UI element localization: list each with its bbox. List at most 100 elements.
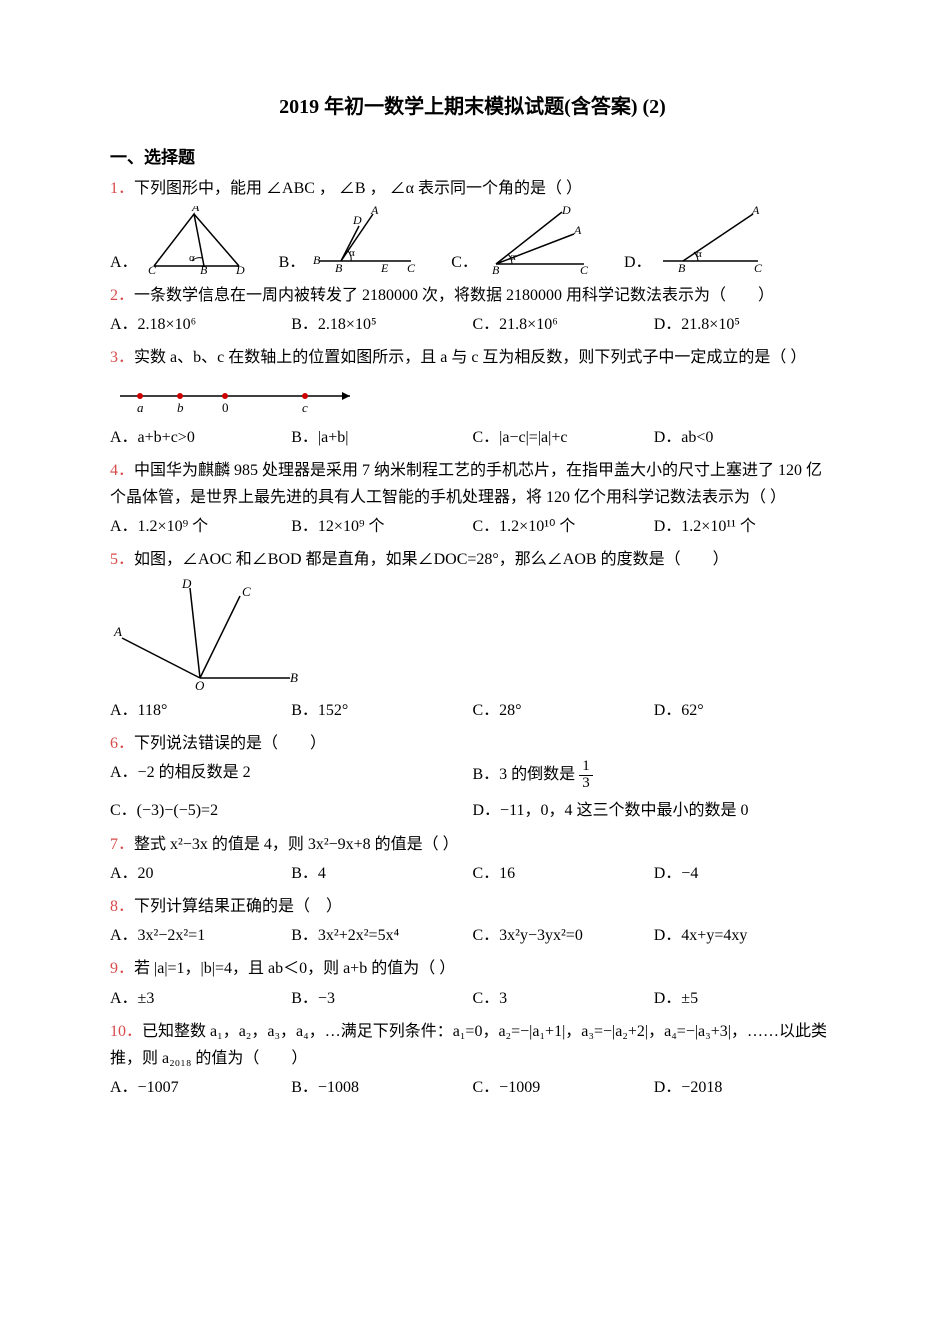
question-7: 7．整式 x²−3x 的值是 4，则 3x²−9x+8 的值是（ ） xyxy=(110,831,835,858)
q1-option-A: A． A C B D α xyxy=(110,206,249,276)
q1-number: 1． xyxy=(110,180,134,197)
svg-text:α: α xyxy=(349,247,355,259)
q7-text: 整式 x²−3x 的值是 4，则 3x²−9x+8 的值是（ ） xyxy=(134,836,459,853)
q8-option-B: B．3x²+2x²=5x⁴ xyxy=(291,922,472,949)
q10-option-B: B．−1008 xyxy=(291,1074,472,1101)
q3-options: A．a+b+c>0 B．|a+b| C．|a−c|=|a|+c D．ab<0 xyxy=(110,424,835,451)
q4-options: A．1.2×10⁹ 个 B．12×10⁹ 个 C．1.2×10¹⁰ 个 D．1.… xyxy=(110,513,835,540)
svg-text:D: D xyxy=(181,578,192,591)
q7-option-B: B．4 xyxy=(291,860,472,887)
q8-text: 下列计算结果正确的是（ ） xyxy=(134,898,342,915)
svg-text:α: α xyxy=(696,248,702,260)
q3-number: 3． xyxy=(110,349,134,366)
question-2: 2．一条数学信息在一周内被转发了 2180000 次，将数据 2180000 用… xyxy=(110,282,835,309)
q2-option-C: C．21.8×10⁶ xyxy=(473,311,654,338)
q2-text: 一条数学信息在一周内被转发了 2180000 次，将数据 2180000 用科学… xyxy=(134,287,774,304)
q8-options: A．3x²−2x²=1 B．3x²+2x²=5x⁴ C．3x²y−3yx²=0 … xyxy=(110,922,835,949)
svg-text:D: D xyxy=(352,213,362,227)
q5-option-D: D．62° xyxy=(654,697,835,724)
q6-options-row2: C．(−3)−(−5)=2 D．−11，0，4 这三个数中最小的数是 0 xyxy=(110,797,835,824)
q9-option-D: D．±5 xyxy=(654,985,835,1012)
svg-text:B: B xyxy=(678,261,686,275)
svg-text:A: A xyxy=(751,206,760,217)
svg-text:C: C xyxy=(580,263,589,276)
svg-text:D: D xyxy=(235,263,245,276)
question-4: 4．中国华为麒麟 985 处理器是采用 7 纳米制程工艺的手机芯片，在指甲盖大小… xyxy=(110,457,835,511)
q8-number: 8． xyxy=(110,898,134,915)
q2-option-A: A．2.18×10⁶ xyxy=(110,311,291,338)
q1-option-D: D． A B C α xyxy=(624,206,768,276)
q1-label-A: A． xyxy=(110,249,138,276)
q3-option-B: B．|a+b| xyxy=(291,424,472,451)
svg-text:O: O xyxy=(195,678,205,693)
q5-options: A．118° B．152° C．28° D．62° xyxy=(110,697,835,724)
q1-label-C: C． xyxy=(451,249,478,276)
svg-text:C: C xyxy=(242,584,251,599)
q7-option-C: C．16 xyxy=(473,860,654,887)
q5-option-A: A．118° xyxy=(110,697,291,724)
q10-option-D: D．−2018 xyxy=(654,1074,835,1101)
q4-option-A: A．1.2×10⁹ 个 xyxy=(110,513,291,540)
q3-option-A: A．a+b+c>0 xyxy=(110,424,291,451)
question-8: 8．下列计算结果正确的是（ ） xyxy=(110,893,835,920)
q3-option-D: D．ab<0 xyxy=(654,424,835,451)
q4-option-C: C．1.2×10¹⁰ 个 xyxy=(473,513,654,540)
q8-option-A: A．3x²−2x²=1 xyxy=(110,922,291,949)
q5-option-B: B．152° xyxy=(291,697,472,724)
question-9: 9．若 |a|=1，|b|=4，且 ab＜0，则 a+b 的值为（ ） xyxy=(110,955,835,982)
q9-option-C: C．3 xyxy=(473,985,654,1012)
q6-text: 下列说法错误的是（ ） xyxy=(134,735,326,752)
q4-number: 4． xyxy=(110,462,134,479)
q9-options: A．±3 B．−3 C．3 D．±5 xyxy=(110,985,835,1012)
q10-option-C: C．−1009 xyxy=(473,1074,654,1101)
q5-option-C: C．28° xyxy=(473,697,654,724)
svg-text:C: C xyxy=(407,261,416,275)
q9-number: 9． xyxy=(110,960,134,977)
q9-text: 若 |a|=1，|b|=4，且 ab＜0，则 a+b 的值为（ ） xyxy=(134,960,455,977)
question-3: 3．实数 a、b、c 在数轴上的位置如图所示，且 a 与 c 互为相反数，则下列… xyxy=(110,344,835,371)
q1-figure-C: D A B C α xyxy=(484,206,594,276)
question-10: 10．已知整数 a₁，a₂，a₃，a₄，…满足下列条件：a₁=0，a₂=−|a₁… xyxy=(110,1018,835,1072)
q10-number: 10． xyxy=(110,1023,142,1040)
question-5: 5．如图，∠AOC 和∠BOD 都是直角，如果∠DOC=28°，那么∠AOB 的… xyxy=(110,546,835,573)
q6-option-C: C．(−3)−(−5)=2 xyxy=(110,797,473,824)
svg-text:A: A xyxy=(370,206,379,217)
q1-figure-row: A． A C B D α B． A D B B E C α C． xyxy=(110,206,835,276)
svg-text:B: B xyxy=(313,253,321,267)
q10-text: 已知整数 a₁，a₂，a₃，a₄，…满足下列条件：a₁=0，a₂=−|a₁+1|… xyxy=(110,1023,827,1067)
q9-option-B: B．−3 xyxy=(291,985,472,1012)
q4-option-D: D．1.2×10¹¹ 个 xyxy=(654,513,835,540)
q7-option-A: A．20 xyxy=(110,860,291,887)
question-6: 6．下列说法错误的是（ ） xyxy=(110,730,835,757)
q1-option-C: C． D A B C α xyxy=(451,206,594,276)
q3-option-C: C．|a−c|=|a|+c xyxy=(473,424,654,451)
q10-option-A: A．−1007 xyxy=(110,1074,291,1101)
q6-number: 6． xyxy=(110,735,134,752)
q7-option-D: D．−4 xyxy=(654,860,835,887)
q8-option-D: D．4x+y=4xy xyxy=(654,922,835,949)
svg-text:b: b xyxy=(177,400,184,415)
q1-text: 下列图形中，能用 ∠ABC ， ∠B ， ∠α 表示同一个角的是（ ） xyxy=(134,180,582,197)
q5-figure: O B A D C xyxy=(110,578,835,693)
q1-figure-A: A C B D α xyxy=(144,206,249,276)
q1-figure-B: A D B B E C α xyxy=(311,206,421,276)
q5-number: 5． xyxy=(110,551,134,568)
svg-text:A: A xyxy=(113,624,122,639)
svg-text:D: D xyxy=(561,206,571,217)
svg-text:a: a xyxy=(137,400,144,415)
q6-option-A: A．−2 的相反数是 2 xyxy=(110,759,473,792)
q1-label-D: D． xyxy=(624,249,652,276)
q10-options: A．−1007 B．−1008 C．−1009 D．−2018 xyxy=(110,1074,835,1101)
svg-text:c: c xyxy=(302,400,308,415)
svg-text:C: C xyxy=(148,263,157,276)
q7-number: 7． xyxy=(110,836,134,853)
q1-figure-D: A B C α xyxy=(658,206,768,276)
page-title: 2019 年初一数学上期末模拟试题(含答案) (2) xyxy=(110,90,835,124)
q6-option-D: D．−11，0，4 这三个数中最小的数是 0 xyxy=(473,797,836,824)
section-heading: 一、选择题 xyxy=(110,144,835,173)
q5-text: 如图，∠AOC 和∠BOD 都是直角，如果∠DOC=28°，那么∠AOB 的度数… xyxy=(134,551,729,568)
q6-options-row1: A．−2 的相反数是 2 B．3 的倒数是 13 xyxy=(110,759,835,792)
q4-text: 中国华为麒麟 985 处理器是采用 7 纳米制程工艺的手机芯片，在指甲盖大小的尺… xyxy=(110,462,822,506)
q6-option-B: B．3 的倒数是 13 xyxy=(473,759,836,792)
fraction-one-third: 13 xyxy=(579,759,593,792)
